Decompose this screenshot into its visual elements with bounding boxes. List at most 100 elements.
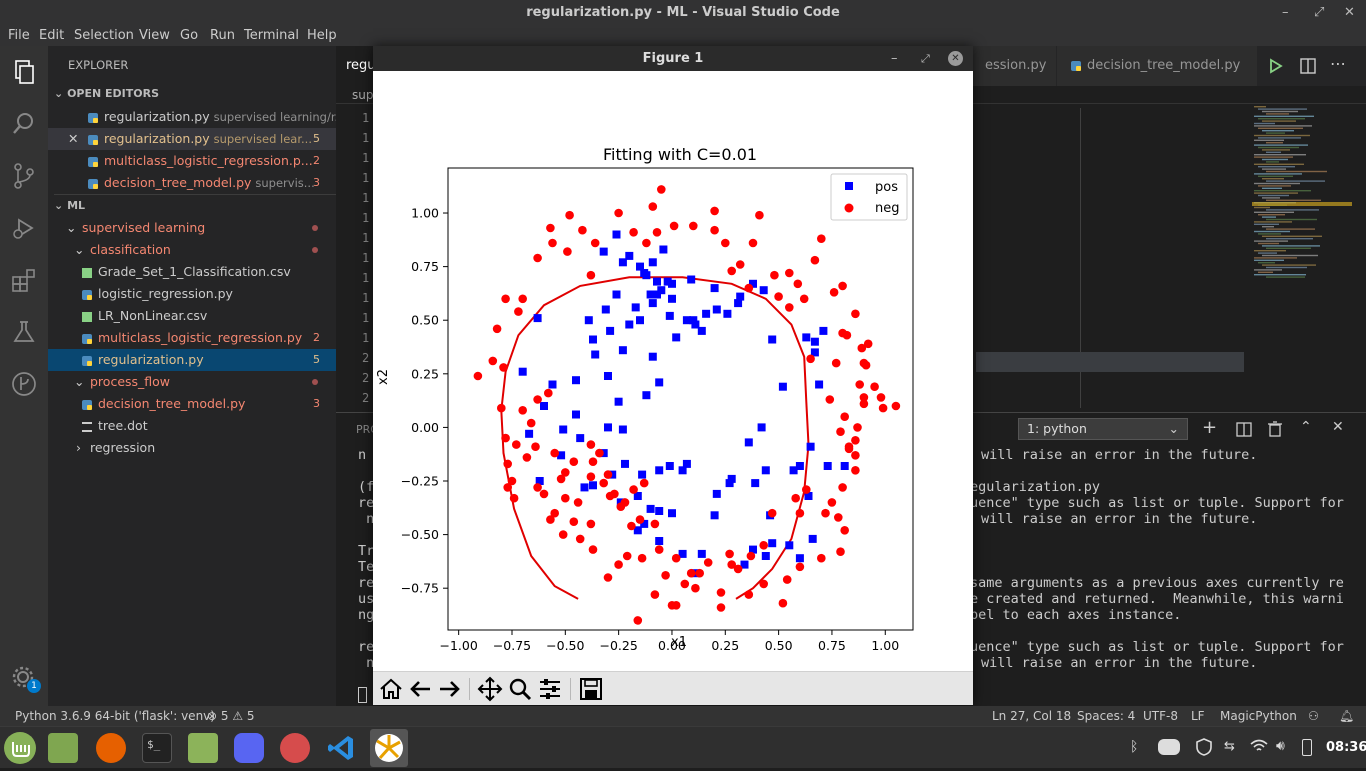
point-pos — [642, 391, 651, 400]
boundary-curve — [500, 276, 810, 600]
minimap-line — [1254, 173, 1302, 175]
minimap[interactable] — [1252, 104, 1352, 284]
maximize-panel-icon[interactable]: ⌃ — [1300, 419, 1312, 435]
end-of-line[interactable]: LF — [1191, 709, 1205, 723]
open-editor-item[interactable]: regularization.py supervised learning/r.… — [48, 106, 336, 128]
save-figure-icon[interactable] — [577, 676, 605, 702]
tree-item-file[interactable]: tree.dot — [48, 415, 336, 437]
cursor-position[interactable]: Ln 27, Col 18 — [992, 709, 1072, 723]
minimize-icon[interactable]: – — [1282, 5, 1289, 20]
tree-item-file[interactable]: Grade_Set_1_Classification.csv — [48, 261, 336, 283]
tab-regression[interactable]: ession.py — [973, 46, 1056, 86]
point-pos — [533, 314, 542, 323]
minimap-line — [1258, 271, 1273, 273]
figure-minimize-icon[interactable]: – — [891, 51, 898, 66]
testing-flask-icon[interactable] — [10, 318, 38, 346]
wifi-icon[interactable] — [1250, 738, 1268, 758]
discord-icon[interactable] — [234, 733, 264, 763]
split-terminal-icon[interactable] — [1236, 422, 1252, 442]
language-mode[interactable]: MagicPython — [1220, 709, 1297, 723]
tree-item-folder[interactable]: ⌄ classification — [48, 239, 336, 261]
matplotlib-figure-app-icon[interactable] — [370, 729, 408, 767]
encoding[interactable]: UTF-8 — [1143, 709, 1178, 723]
bluetooth-icon[interactable]: ᛒ — [1130, 739, 1139, 755]
point-neg — [661, 571, 670, 580]
menu-file[interactable]: File — [8, 28, 30, 43]
new-terminal-icon[interactable]: + — [1202, 417, 1218, 438]
figure-close-icon[interactable]: ✕ — [948, 51, 963, 66]
tab-decision-tree-model[interactable]: decision_tree_model.py — [1057, 46, 1257, 86]
folder-icon[interactable] — [188, 733, 218, 763]
battery-icon[interactable] — [1302, 739, 1312, 756]
configure-subplots-icon[interactable] — [536, 676, 564, 702]
tree-item-file[interactable]: multiclass_logistic_regression.py 2 — [48, 327, 336, 349]
open-editors-section[interactable]: ⌄ OPEN EDITORS — [54, 83, 342, 105]
chart-canvas[interactable]: Fitting with C=0.01 x1 x2 −1.00 −0.75 −0.5… — [373, 71, 973, 671]
menu-view[interactable]: View — [139, 28, 170, 43]
python-interpreter[interactable]: Python 3.6.9 64-bit ('flask': venv) — [15, 709, 215, 723]
indentation[interactable]: Spaces: 4 — [1077, 709, 1136, 723]
problem-count-badge: 2 — [313, 154, 320, 167]
problems-indicator[interactable]: ⊗ 5 ⚠ 5 — [207, 709, 255, 723]
tree-item-folder[interactable]: ⌄ supervised learning — [48, 217, 336, 239]
notifications-bell-icon[interactable]: 🔔︎ — [1339, 709, 1355, 723]
menu-edit[interactable]: Edit — [39, 28, 65, 43]
point-pos — [655, 466, 664, 475]
pan-move-icon[interactable] — [476, 676, 504, 702]
workspace-section[interactable]: ⌄ ML — [54, 194, 342, 216]
menu-terminal[interactable]: Terminal — [244, 28, 299, 43]
point-pos — [642, 271, 651, 280]
files-icon[interactable] — [48, 733, 78, 763]
network-icon[interactable]: ⇆ — [1224, 739, 1235, 754]
tree-item-folder[interactable]: › regression — [48, 437, 336, 459]
volume-icon[interactable]: 🔊︎ — [1276, 738, 1285, 754]
home-icon[interactable] — [377, 676, 405, 702]
settings-gear-icon[interactable] — [10, 664, 38, 692]
open-editor-item-active[interactable]: ✕ regularization.py supervised lear... 5 — [48, 128, 336, 150]
tree-item-file-selected[interactable]: regularization.py 5 — [48, 349, 336, 371]
menu-help[interactable]: Help — [307, 28, 337, 43]
source-control-icon[interactable] — [10, 162, 38, 190]
shield-icon[interactable] — [1196, 738, 1212, 760]
decision-boundary — [500, 276, 810, 600]
clock[interactable]: 08:36 — [1326, 740, 1366, 755]
tree-item-file[interactable]: logistic_regression.py — [48, 283, 336, 305]
explorer-icon[interactable] — [10, 58, 38, 86]
search-icon[interactable] — [10, 110, 38, 138]
zoom-magnifier-icon[interactable] — [506, 676, 534, 702]
mint-menu-icon[interactable] — [4, 732, 36, 764]
terminal-select[interactable]: 1: python ⌄ — [1018, 418, 1188, 440]
run-file-icon[interactable] — [1269, 58, 1283, 78]
close-editor-icon[interactable]: ✕ — [68, 131, 79, 146]
tree-item-file[interactable]: decision_tree_model.py 3 — [48, 393, 336, 415]
discord-tray-icon[interactable] — [1158, 739, 1180, 755]
run-debug-icon[interactable] — [10, 214, 38, 242]
forward-arrow-icon[interactable] — [435, 676, 463, 702]
tree-item-file[interactable]: LR_NonLinear.csv — [48, 305, 336, 327]
redshift-glasses-icon[interactable] — [280, 733, 310, 763]
close-panel-icon[interactable]: ✕ — [1332, 419, 1344, 435]
terminal-app-icon[interactable]: $_ — [142, 733, 172, 763]
breadcrumb[interactable]: sup — [352, 88, 374, 102]
vscode-icon[interactable] — [326, 733, 356, 763]
menu-run[interactable]: Run — [210, 28, 235, 43]
kill-terminal-trash-icon[interactable] — [1268, 421, 1282, 441]
figure-maximize-icon[interactable]: ⤢ — [921, 52, 930, 65]
split-editor-icon[interactable] — [1300, 58, 1316, 78]
tab-regularization[interactable]: regu — [336, 46, 376, 86]
live-share-icon[interactable]: ⚇ — [1308, 709, 1319, 723]
firefox-icon[interactable] — [96, 733, 126, 763]
more-actions-icon[interactable]: ⋯ — [1330, 54, 1346, 73]
menu-selection[interactable]: Selection — [74, 28, 134, 43]
extensions-icon[interactable] — [10, 266, 38, 294]
point-pos — [804, 492, 813, 500]
back-arrow-icon[interactable] — [407, 676, 435, 702]
point-neg — [501, 294, 510, 304]
maximize-icon[interactable]: ⤢ — [1314, 5, 1325, 20]
tree-item-folder[interactable]: ⌄ process_flow — [48, 371, 336, 393]
close-icon[interactable]: ✕ — [1344, 5, 1355, 20]
open-editor-item[interactable]: decision_tree_model.py supervis... 3 — [48, 172, 336, 194]
menu-go[interactable]: Go — [180, 28, 199, 43]
open-editor-item[interactable]: multiclass_logistic_regression.p... 2 — [48, 150, 336, 172]
remote-explorer-icon[interactable] — [10, 370, 38, 398]
